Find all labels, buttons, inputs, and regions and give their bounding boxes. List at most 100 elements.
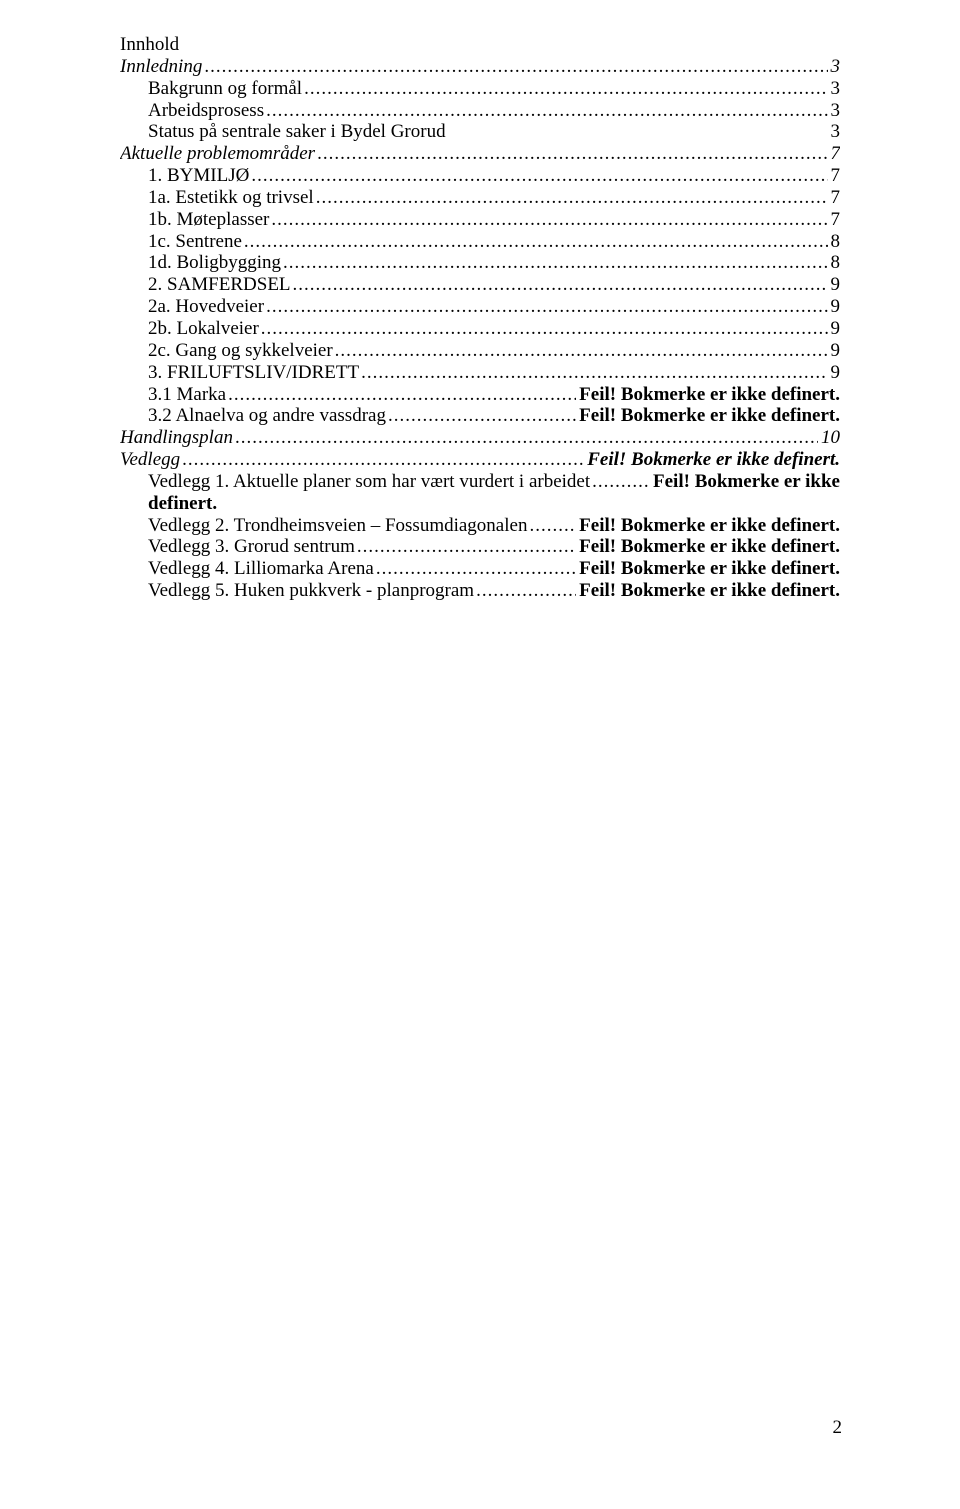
toc-entry-page: 9	[828, 274, 841, 296]
toc-title: Innhold	[120, 34, 840, 56]
toc-entry-error: Feil! Bokmerke er ikke definert.	[576, 515, 840, 537]
toc-entry-error: Feil! Bokmerke er ikke definert.	[576, 405, 840, 427]
toc-entry-label: Status på sentrale saker i Bydel Grorud	[148, 121, 446, 143]
toc-entry-label: Vedlegg 1. Aktuelle planer som har vært …	[148, 471, 590, 493]
toc-entry-page: 7	[828, 143, 841, 165]
toc-entry-label: 3.2 Alnaelva og andre vassdrag	[148, 405, 386, 427]
toc-leader	[233, 427, 818, 449]
toc-entry: 1a. Estetikk og trivsel 7	[120, 187, 840, 209]
toc-entry-error: Feil! Bokmerke er ikke definert.	[576, 536, 840, 558]
document-page: Innhold Innledning 3 Bakgrunn og formål …	[0, 0, 960, 1509]
toc-leader	[269, 209, 827, 231]
toc-entry-label: Vedlegg	[120, 449, 180, 471]
toc-entry: Bakgrunn og formål 3	[120, 78, 840, 100]
toc-entry-label: Arbeidsprosess	[148, 100, 264, 122]
toc-entry: 1b. Møteplasser 7	[120, 209, 840, 231]
toc-entry-label: Vedlegg 2. Trondheimsveien – Fossumdiago…	[148, 515, 527, 537]
toc-leader	[386, 405, 576, 427]
toc-entry: 2a. Hovedveier 9	[120, 296, 840, 318]
toc-entry-page: 9	[828, 362, 841, 384]
toc-leader	[242, 231, 828, 253]
toc-entry-label: Bakgrunn og formål	[148, 78, 302, 100]
toc-entry-label: 1b. Møteplasser	[148, 209, 269, 231]
toc-leader	[180, 449, 584, 471]
toc-leader	[474, 580, 576, 602]
toc-entry-error: Feil! Bokmerke er ikke definert.	[576, 384, 840, 406]
toc-entry: 2. SAMFERDSEL 9	[120, 274, 840, 296]
toc-entry-page: 7	[828, 187, 841, 209]
toc-entry-page: 3	[828, 56, 841, 78]
toc-entry-label: 2a. Hovedveier	[148, 296, 264, 318]
toc-entry-page: 10	[818, 427, 840, 449]
toc-entry: 1c. Sentrene 8	[120, 231, 840, 253]
toc-entry-label: 2. SAMFERDSEL	[148, 274, 291, 296]
toc-entry-label: Aktuelle problemområder	[120, 143, 315, 165]
toc-entry-error: definert.	[148, 493, 217, 515]
toc-entry-label: 1c. Sentrene	[148, 231, 242, 253]
toc-entry: 1d. Boligbygging 8	[120, 252, 840, 274]
toc-entry: Vedlegg 2. Trondheimsveien – Fossumdiago…	[120, 515, 840, 537]
toc-leader	[315, 143, 827, 165]
toc-entry: 1. BYMILJØ 7	[120, 165, 840, 187]
toc-entry-label: Vedlegg 5. Huken pukkverk - planprogram	[148, 580, 474, 602]
toc-entry-page: 3	[828, 100, 841, 122]
toc-leader	[264, 296, 827, 318]
toc-leader	[355, 536, 576, 558]
toc-entry-label: Vedlegg 3. Grorud sentrum	[148, 536, 355, 558]
toc-entry: 3.2 Alnaelva og andre vassdrag Feil! Bok…	[120, 405, 840, 427]
toc-leader	[374, 558, 576, 580]
toc-entry-page: 7	[828, 165, 841, 187]
toc-entry-error: Feil! Bokmerke er ikke definert.	[576, 580, 840, 602]
toc-entry: Aktuelle problemområder 7	[120, 143, 840, 165]
toc-entry-page: 9	[828, 318, 841, 340]
toc-entry-page: 8	[828, 231, 841, 253]
toc-leader	[259, 318, 828, 340]
toc-entry-page: 3	[828, 121, 841, 143]
toc-leader	[333, 340, 828, 362]
toc-entry: Innledning 3	[120, 56, 840, 78]
toc-entry: 3. FRILUFTSLIV/IDRETT 9	[120, 362, 840, 384]
toc-leader	[590, 471, 650, 493]
toc-leader	[264, 100, 827, 122]
toc-entry-page: 7	[828, 209, 841, 231]
toc-leader	[226, 384, 576, 406]
toc-leader	[527, 515, 576, 537]
toc-entry: Handlingsplan 10	[120, 427, 840, 449]
toc-entry: Vedlegg 3. Grorud sentrum Feil! Bokmerke…	[120, 536, 840, 558]
toc-entry-page: 9	[828, 296, 841, 318]
toc-entry-error: Feil! Bokmerke er ikke	[650, 471, 840, 493]
toc-entry-label: 3.1 Marka	[148, 384, 226, 406]
toc-leader	[291, 274, 828, 296]
toc-entry-label: 2b. Lokalveier	[148, 318, 259, 340]
toc-entry-label: 1a. Estetikk og trivsel	[148, 187, 314, 209]
toc-leader	[302, 78, 827, 100]
toc-entry: Vedlegg 1. Aktuelle planer som har vært …	[120, 471, 840, 493]
toc-leader	[359, 362, 827, 384]
toc-entry-label: 3. FRILUFTSLIV/IDRETT	[148, 362, 359, 384]
toc-leader	[202, 56, 827, 78]
toc-leader	[314, 187, 828, 209]
toc-entry: Status på sentrale saker i Bydel Grorud …	[120, 121, 840, 143]
toc-entry-wrap: definert.	[120, 493, 840, 515]
toc-entry-label: Vedlegg 4. Lilliomarka Arena	[148, 558, 374, 580]
toc-entry-label: 1d. Boligbygging	[148, 252, 281, 274]
toc-entry: Vedlegg 5. Huken pukkverk - planprogram …	[120, 580, 840, 602]
toc-entry-page: 9	[828, 340, 841, 362]
toc-entry-error: Feil! Bokmerke er ikke definert.	[576, 558, 840, 580]
toc-entry-page: 8	[828, 252, 841, 274]
toc-entry-label: Handlingsplan	[120, 427, 233, 449]
toc-entry: 2c. Gang og sykkelveier 9	[120, 340, 840, 362]
page-number: 2	[833, 1417, 843, 1439]
toc-entry-label: Innledning	[120, 56, 202, 78]
toc-leader	[281, 252, 827, 274]
toc-entry: 2b. Lokalveier 9	[120, 318, 840, 340]
toc-entry: Vedlegg Feil! Bokmerke er ikke definert.	[120, 449, 840, 471]
toc-leader	[249, 165, 827, 187]
toc-entry-label: 1. BYMILJØ	[148, 165, 249, 187]
toc-entry: 3.1 Marka Feil! Bokmerke er ikke definer…	[120, 384, 840, 406]
toc-entry: Vedlegg 4. Lilliomarka Arena Feil! Bokme…	[120, 558, 840, 580]
toc-entry-error: Feil! Bokmerke er ikke definert.	[584, 449, 840, 471]
toc-entry: Arbeidsprosess 3	[120, 100, 840, 122]
toc-entry-page: 3	[828, 78, 841, 100]
toc-entry-label: 2c. Gang og sykkelveier	[148, 340, 333, 362]
